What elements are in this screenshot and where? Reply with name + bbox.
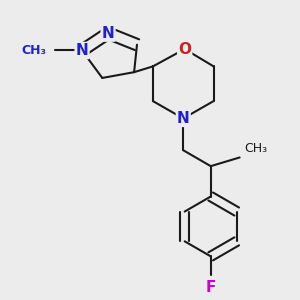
Text: CH₃: CH₃: [244, 142, 267, 154]
Text: O: O: [178, 41, 191, 56]
Text: N: N: [76, 43, 88, 58]
Text: N: N: [177, 111, 190, 126]
Text: CH₃: CH₃: [21, 44, 46, 57]
Text: N: N: [102, 26, 114, 40]
Text: F: F: [206, 280, 216, 295]
